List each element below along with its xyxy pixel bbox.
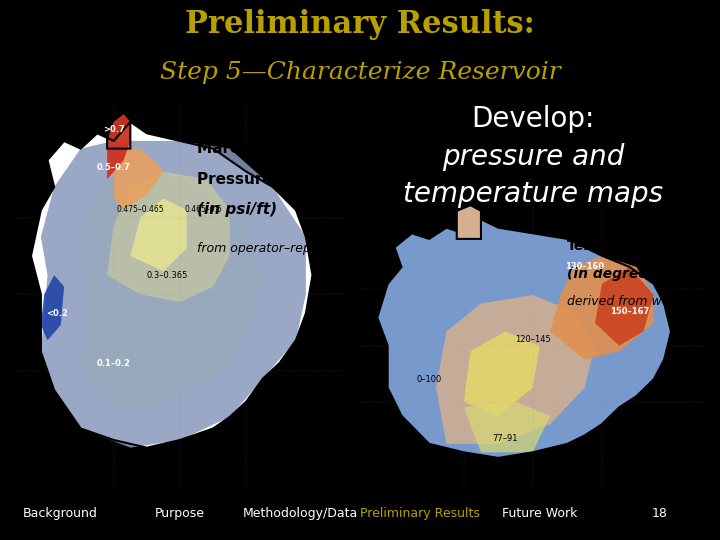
Text: Preliminary Results:: Preliminary Results: xyxy=(185,9,535,40)
Polygon shape xyxy=(456,205,481,239)
Polygon shape xyxy=(31,122,312,448)
Polygon shape xyxy=(114,148,163,210)
Polygon shape xyxy=(550,256,654,360)
Text: Preliminary Results: Preliminary Results xyxy=(360,507,480,520)
Polygon shape xyxy=(41,141,306,448)
Text: 130–160: 130–160 xyxy=(565,262,604,272)
Text: from operator–reported data: from operator–reported data xyxy=(197,242,376,255)
Text: Background: Background xyxy=(22,507,97,520)
Text: Marcellus Shale: Marcellus Shale xyxy=(197,141,332,156)
Text: Pressure Gradient: Pressure Gradient xyxy=(197,172,352,187)
Text: temperature maps: temperature maps xyxy=(402,180,663,208)
Text: >0.7: >0.7 xyxy=(103,125,125,134)
Text: Purpose: Purpose xyxy=(155,507,205,520)
Text: 0–100: 0–100 xyxy=(416,375,442,384)
Text: 0.3–0.365: 0.3–0.365 xyxy=(146,271,187,280)
Polygon shape xyxy=(130,199,186,271)
Polygon shape xyxy=(81,172,263,409)
Text: Marcellus Shale: Marcellus Shale xyxy=(567,211,691,225)
Text: Methodology/Data: Methodology/Data xyxy=(243,507,358,520)
Polygon shape xyxy=(377,219,671,458)
Polygon shape xyxy=(377,219,671,458)
Text: (in degrees F): (in degrees F) xyxy=(567,267,677,281)
Text: derived from well log data: derived from well log data xyxy=(567,295,720,308)
Polygon shape xyxy=(595,267,654,346)
Text: Step 5—Characterize Reservoir: Step 5—Characterize Reservoir xyxy=(160,62,560,84)
Polygon shape xyxy=(107,172,230,302)
Text: pressure and: pressure and xyxy=(441,143,624,171)
Text: (in psi/ft): (in psi/ft) xyxy=(197,202,276,218)
Text: Develop:: Develop: xyxy=(471,105,595,133)
Text: 150–167: 150–167 xyxy=(610,307,649,316)
Text: 0.1–0.2: 0.1–0.2 xyxy=(96,359,131,368)
Text: Temperature: Temperature xyxy=(567,239,667,253)
Polygon shape xyxy=(436,295,595,444)
Text: <0.2: <0.2 xyxy=(47,309,68,318)
Text: 77–91: 77–91 xyxy=(492,434,518,443)
Text: 18: 18 xyxy=(652,507,668,520)
Text: 0.475–0.465: 0.475–0.465 xyxy=(117,205,164,214)
Text: Future Work: Future Work xyxy=(503,507,577,520)
Polygon shape xyxy=(464,402,550,453)
Text: 0.465–0.5: 0.465–0.5 xyxy=(184,205,222,214)
Polygon shape xyxy=(107,114,130,179)
Text: 120–145: 120–145 xyxy=(515,335,551,345)
Polygon shape xyxy=(41,275,64,340)
Polygon shape xyxy=(464,332,540,416)
Text: 0.5–0.7: 0.5–0.7 xyxy=(96,163,131,172)
